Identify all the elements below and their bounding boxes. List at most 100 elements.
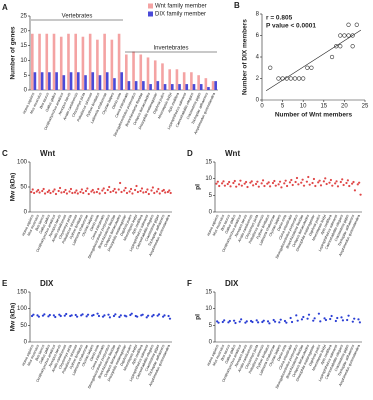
point xyxy=(52,314,55,317)
point xyxy=(70,314,73,317)
point xyxy=(136,190,139,194)
point xyxy=(125,191,129,195)
bar xyxy=(62,75,66,90)
point xyxy=(249,181,252,184)
point xyxy=(146,188,149,191)
point xyxy=(323,317,326,320)
panel-letter: E xyxy=(2,279,8,288)
point xyxy=(113,187,116,191)
point xyxy=(294,180,297,184)
point xyxy=(296,319,299,322)
point xyxy=(58,186,62,190)
bar xyxy=(110,39,114,90)
point xyxy=(86,313,90,316)
point xyxy=(238,320,241,323)
y-axis-label: Number of genes xyxy=(10,26,17,79)
bar xyxy=(149,84,152,90)
point xyxy=(302,315,305,319)
bar xyxy=(185,84,189,90)
point xyxy=(96,312,99,315)
point xyxy=(346,179,349,182)
point xyxy=(93,191,96,194)
bar xyxy=(105,72,109,90)
point xyxy=(319,184,323,187)
point xyxy=(261,179,265,182)
y-axis-label: pI xyxy=(195,184,202,190)
point xyxy=(43,192,47,195)
point xyxy=(108,316,111,319)
group-label: Vertebrates xyxy=(62,14,93,20)
panel-title: Wnt xyxy=(40,149,55,158)
bar xyxy=(190,72,193,90)
bar xyxy=(156,81,160,90)
point xyxy=(48,189,51,192)
bar xyxy=(77,72,80,90)
bar xyxy=(69,72,73,90)
point xyxy=(295,314,298,317)
bar xyxy=(161,63,164,90)
point xyxy=(357,318,360,321)
point xyxy=(295,176,299,180)
point xyxy=(102,187,105,190)
bar xyxy=(204,78,208,90)
y-tick-label: 15 xyxy=(205,290,212,296)
point xyxy=(101,315,105,318)
point xyxy=(218,184,221,188)
point xyxy=(120,190,123,194)
y-tick-label: 8 xyxy=(256,12,260,18)
point xyxy=(37,315,40,318)
point xyxy=(351,320,354,323)
bar xyxy=(55,72,58,90)
point xyxy=(336,185,340,188)
bar xyxy=(199,84,203,90)
point xyxy=(296,76,302,81)
bar xyxy=(31,33,34,90)
point xyxy=(351,182,354,185)
point xyxy=(347,314,350,317)
y-axis-label: pI xyxy=(195,314,202,320)
point xyxy=(353,317,356,320)
point xyxy=(153,191,156,195)
point xyxy=(79,190,82,194)
point xyxy=(49,191,52,195)
point xyxy=(36,314,39,317)
point xyxy=(276,76,281,81)
point xyxy=(269,185,272,188)
point xyxy=(73,191,77,194)
point xyxy=(97,187,100,191)
point xyxy=(76,192,79,195)
point xyxy=(273,320,277,323)
point xyxy=(239,179,242,182)
point xyxy=(54,315,57,319)
point xyxy=(257,321,260,324)
point xyxy=(300,318,304,321)
point xyxy=(285,184,289,188)
y-tick-label: 5 xyxy=(24,73,28,79)
point xyxy=(262,319,265,322)
point xyxy=(334,319,337,323)
point xyxy=(41,189,44,193)
panel-letter: B xyxy=(234,1,240,10)
point xyxy=(135,184,138,188)
point xyxy=(65,312,68,316)
point xyxy=(43,313,46,316)
point xyxy=(307,175,310,179)
point xyxy=(134,188,137,192)
panel-letter: C xyxy=(2,149,8,158)
y-axis-label: Number of DIX members xyxy=(242,19,249,95)
bar xyxy=(84,75,87,90)
y-tick-label: 10 xyxy=(20,58,27,64)
x-tick-label: Danio rerio xyxy=(89,214,100,232)
stat-label: r = 0.805 xyxy=(266,15,293,22)
point xyxy=(136,315,139,318)
point xyxy=(352,180,355,184)
point xyxy=(95,190,98,194)
bar xyxy=(139,54,143,90)
panel-letter: A xyxy=(2,3,8,12)
bar xyxy=(96,39,99,90)
legend-label: Wnt family member xyxy=(155,4,207,10)
point xyxy=(54,192,58,196)
point xyxy=(82,191,85,195)
point xyxy=(163,314,166,317)
